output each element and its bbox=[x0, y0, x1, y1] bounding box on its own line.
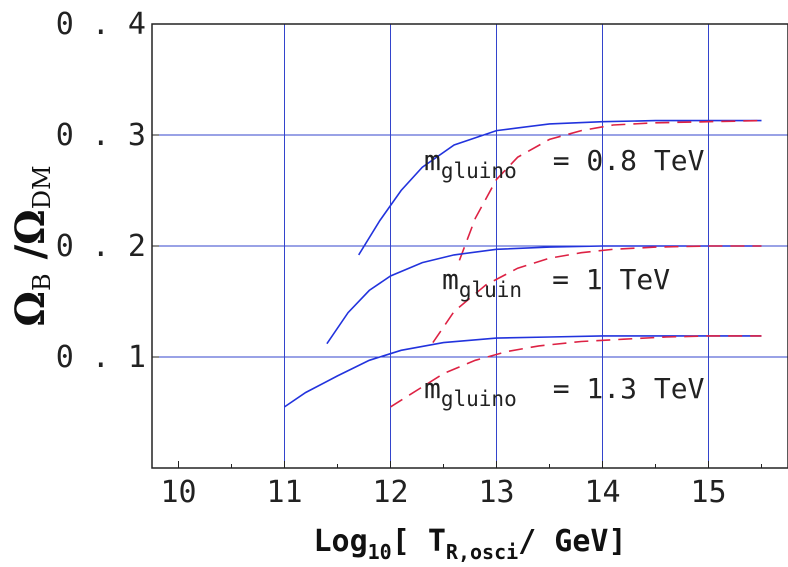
y-label-sub-b: B bbox=[28, 273, 56, 291]
y-tick-label: 0 . 2 bbox=[56, 229, 146, 264]
y-label-omega-dm: Ω bbox=[7, 209, 54, 245]
x-tick-label: 13 bbox=[478, 475, 514, 510]
x-tick-label: 14 bbox=[584, 475, 620, 510]
series-line-4 bbox=[284, 335, 762, 408]
x-axis-label: Log10[ TR,osci/ GeV] bbox=[313, 524, 626, 564]
x-tick-label: 15 bbox=[690, 475, 726, 510]
annotation-0-base: m bbox=[424, 144, 441, 177]
y-axis-label: ΩB /ΩDM bbox=[7, 165, 56, 326]
series-line-1 bbox=[458, 119, 762, 261]
x-tick-label: 11 bbox=[266, 475, 302, 510]
series-line-5 bbox=[390, 335, 762, 408]
annotation-0-value: = 0.8 TeV bbox=[553, 144, 705, 177]
x-tick-label: 12 bbox=[372, 475, 408, 510]
annotation-2-sub: gluino bbox=[441, 387, 517, 411]
y-label-sub-dm: DM bbox=[28, 165, 56, 209]
x-tick-label: 10 bbox=[160, 475, 196, 510]
x-label-T: T bbox=[428, 524, 446, 559]
x-label-rest: / GeV] bbox=[518, 524, 626, 559]
series-line-0 bbox=[358, 119, 762, 256]
y-label-slash: / bbox=[7, 244, 54, 273]
x-label-bracket: [ bbox=[392, 524, 428, 559]
y-label-omega-b: Ω bbox=[7, 291, 54, 327]
annotation-1-value: = 1 TeV bbox=[552, 263, 670, 296]
annotation-1-sub: gluin bbox=[459, 278, 522, 302]
x-label-log: Log bbox=[313, 524, 367, 559]
annotation-1-base: m bbox=[442, 263, 459, 296]
annotation-mass-1: mgluin = 1 TeV bbox=[442, 263, 670, 302]
annotation-2-value: = 1.3 TeV bbox=[553, 372, 705, 405]
annotation-2-base: m bbox=[424, 372, 441, 405]
ticks-group: 10 11 12 13 14 15 0 . 1 0 . 2 0 . 3 0 . 4 bbox=[56, 7, 762, 510]
x-label-sub10: 10 bbox=[368, 540, 392, 564]
series-line-2 bbox=[326, 245, 762, 345]
annotation-0-sub: gluino bbox=[441, 159, 517, 183]
annotation-mass-0.8: mgluino = 0.8 TeV bbox=[424, 144, 705, 183]
annotation-mass-1.3: mgluino = 1.3 TeV bbox=[424, 372, 705, 411]
y-tick-label: 0 . 1 bbox=[56, 340, 146, 375]
x-label-T-sub: R,osci bbox=[446, 540, 518, 564]
series-line-3 bbox=[432, 245, 762, 344]
series-group bbox=[284, 119, 762, 408]
y-tick-label: 0 . 3 bbox=[56, 118, 146, 153]
y-tick-label: 0 . 4 bbox=[56, 7, 146, 42]
